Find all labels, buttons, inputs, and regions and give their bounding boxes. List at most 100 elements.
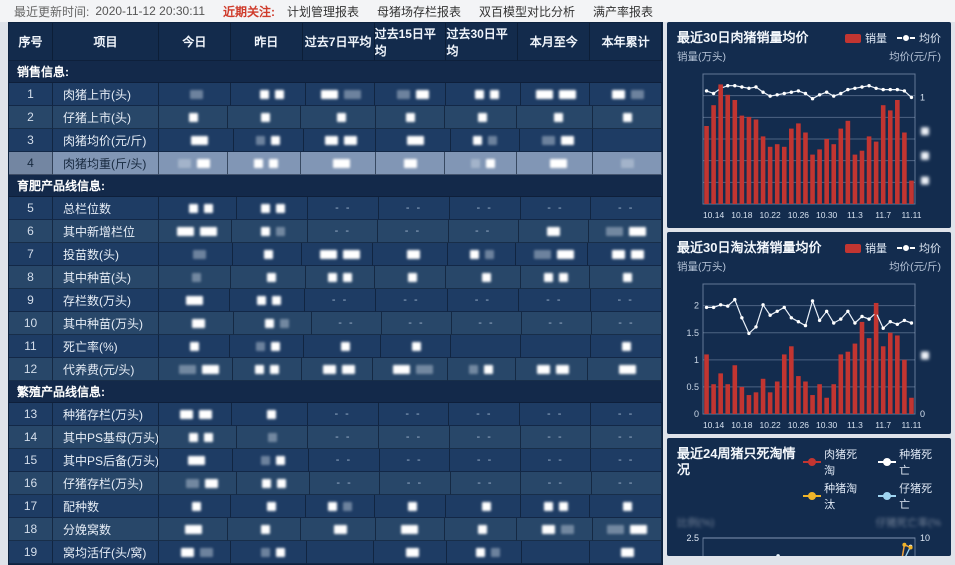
legend-item-avg-price[interactable]: 均价 [897, 240, 941, 256]
legend-item-3[interactable]: 仔猪死亡 [878, 480, 941, 512]
legend-item-0[interactable]: 肉猪死淘 [803, 446, 866, 478]
table-row[interactable]: 17 配种数 [9, 495, 663, 518]
table-row[interactable]: 18 分娩窝数 [9, 518, 662, 541]
redacted-value [407, 501, 417, 511]
table-cell: - - [312, 312, 382, 335]
link-full-capacity-report[interactable]: 满产率报表 [593, 4, 654, 19]
table-row[interactable]: 5 总栏位数 - - - - - - - - - - [9, 197, 663, 220]
section-row: 繁殖产品线信息: [9, 381, 662, 403]
redacted-value [275, 203, 285, 213]
redacted-value [270, 364, 280, 374]
svg-text:10.18: 10.18 [731, 420, 753, 430]
line-series [704, 297, 914, 336]
redacted-value [190, 135, 208, 145]
redacted-value [415, 364, 433, 374]
legend-item-avg-price[interactable]: 均价 [897, 30, 941, 46]
svg-text:10: 10 [920, 533, 930, 543]
link-sow-farm-report[interactable]: 母猪场存栏报表 [377, 4, 462, 19]
redacted-value [193, 249, 207, 259]
redacted-value [482, 501, 492, 511]
table-row[interactable]: 14 其中PS基母(万头) - - - - - - - - - - [9, 426, 663, 449]
legend-item-2[interactable]: 种猪淘汰 [803, 480, 866, 512]
table-row[interactable]: 16 仔猪存栏(万头) - - - - - - - - - - [9, 472, 662, 495]
table-row[interactable]: 8 其中种苗(头) [9, 266, 663, 289]
legend-item-sales[interactable]: 销量 [845, 240, 887, 256]
table-row[interactable]: 10 其中种苗(万头) - - - - - - - - - - [9, 312, 662, 335]
table-cell [374, 541, 447, 564]
table-cell [517, 106, 593, 129]
table-cell [228, 518, 301, 541]
table-cell [518, 220, 589, 243]
table-cell [159, 106, 229, 129]
row-number: 9 [9, 289, 53, 312]
table-cell [446, 83, 522, 106]
table-cell [447, 243, 517, 266]
redacted-value [612, 89, 626, 99]
empty-value-dash: - - [335, 202, 352, 214]
table-cell [375, 106, 446, 129]
table-cell [303, 129, 376, 152]
legend-item-sales[interactable]: 销量 [845, 30, 887, 46]
table-cell [230, 289, 305, 312]
row-item-name: 死亡率(%) [53, 335, 159, 358]
boar-cull-line [901, 542, 913, 556]
table-cell [159, 426, 237, 449]
redacted-value [259, 89, 269, 99]
redacted-value [469, 364, 479, 374]
table-cell [159, 220, 233, 243]
table-row[interactable]: 6 其中新增栏位 - - - - - - [9, 220, 662, 243]
table-row[interactable]: 13 种猪存栏(万头) - - - - - - - - - - [9, 403, 663, 426]
axis-labels: 销量(万头) 均价(元/斤) [677, 259, 941, 274]
table-cell [232, 449, 310, 472]
table-row[interactable]: 12 代养费(元/头) [9, 358, 662, 381]
table-row[interactable]: 4 肉猪均重(斤/头) [9, 152, 662, 175]
table-row[interactable]: 7 投苗数(头) [9, 243, 662, 266]
redacted-value [536, 89, 554, 99]
row-item-name: 仔猪存栏(万头) [53, 472, 159, 495]
redacted-value [392, 364, 410, 374]
row-item-name: 其中新增栏位 [53, 220, 159, 243]
line-dot-icon [878, 492, 897, 500]
redacted-value [178, 158, 192, 168]
table-cell [159, 152, 229, 175]
redacted-value [405, 547, 419, 557]
table-row[interactable]: 1 肉猪上市(头) [9, 83, 663, 106]
table-row[interactable]: 3 肉猪均价(元/斤) [9, 129, 662, 152]
table-cell [300, 106, 376, 129]
svg-text:2: 2 [694, 301, 699, 311]
redacted-value [260, 547, 270, 557]
line-dot-icon [803, 492, 822, 500]
redacted-value [342, 249, 360, 259]
table-cell: - - [308, 426, 380, 449]
redacted-value [204, 478, 218, 488]
table-cell [375, 152, 446, 175]
svg-text:1: 1 [694, 355, 699, 365]
table-row[interactable]: 9 存栏数(万头) - - - - - - - - - - [9, 289, 662, 312]
table-cell: - - [449, 426, 521, 449]
svg-text:10.14: 10.14 [703, 210, 725, 220]
line-dot-icon [803, 458, 822, 466]
redacted-value [262, 478, 272, 488]
table-row[interactable]: 15 其中PS后备(万头) - - - - - - - - - - [9, 449, 663, 472]
row-item-name: 肉猪均价(元/斤) [53, 129, 159, 152]
row-number: 2 [9, 106, 53, 129]
table-cell [305, 266, 375, 289]
table-cell [159, 197, 237, 220]
redacted-value [536, 364, 550, 374]
table-row[interactable]: 11 死亡率(%) [9, 335, 663, 358]
redacted-value [260, 226, 270, 236]
redacted-value [192, 318, 205, 328]
empty-value-dash: - - [406, 454, 423, 466]
table-cell: - - [378, 403, 450, 426]
empty-value-dash: - - [405, 431, 423, 443]
link-model-compare[interactable]: 双百模型对比分析 [479, 4, 576, 19]
table-row[interactable]: 19 窝均活仔(头/窝) [9, 541, 662, 564]
report-table: 序号 项目 今日 昨日 过去7日平均 过去15日平均 过去30日平均 本月至今 本年累计 销售信息… [8, 22, 663, 565]
empty-value-dash: - - [618, 477, 635, 489]
empty-value-dash: - - [335, 431, 352, 443]
legend-item-1[interactable]: 种猪死亡 [878, 446, 941, 478]
table-row[interactable]: 2 仔猪上市(头) [9, 106, 662, 129]
redacted-value [404, 158, 418, 168]
link-plan-report[interactable]: 计划管理报表 [287, 4, 360, 19]
empty-value-dash: - - [617, 431, 635, 443]
